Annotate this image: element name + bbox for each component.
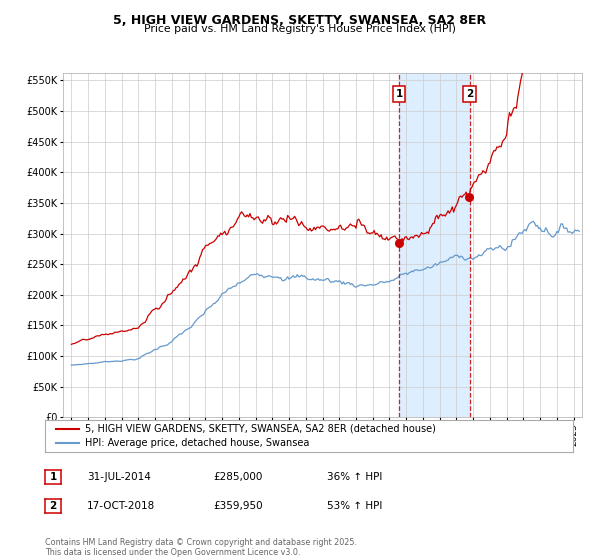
Text: 17-OCT-2018: 17-OCT-2018 [87,501,155,511]
Text: 31-JUL-2014: 31-JUL-2014 [87,472,151,482]
Text: 2: 2 [49,501,57,511]
Text: 5, HIGH VIEW GARDENS, SKETTY, SWANSEA, SA2 8ER: 5, HIGH VIEW GARDENS, SKETTY, SWANSEA, S… [113,14,487,27]
Text: £359,950: £359,950 [213,501,263,511]
Text: 36% ↑ HPI: 36% ↑ HPI [327,472,382,482]
Text: 1: 1 [49,472,57,482]
Text: Contains HM Land Registry data © Crown copyright and database right 2025.
This d: Contains HM Land Registry data © Crown c… [45,538,357,557]
Text: 53% ↑ HPI: 53% ↑ HPI [327,501,382,511]
Text: 1: 1 [395,89,403,99]
Bar [399,73,470,417]
Text: HPI: Average price, detached house, Swansea: HPI: Average price, detached house, Swan… [85,438,309,449]
Text: £285,000: £285,000 [213,472,262,482]
Text: 2: 2 [466,89,473,99]
Text: Price paid vs. HM Land Registry's House Price Index (HPI): Price paid vs. HM Land Registry's House … [144,24,456,34]
Text: 5, HIGH VIEW GARDENS, SKETTY, SWANSEA, SA2 8ER (detached house): 5, HIGH VIEW GARDENS, SKETTY, SWANSEA, S… [85,423,436,433]
